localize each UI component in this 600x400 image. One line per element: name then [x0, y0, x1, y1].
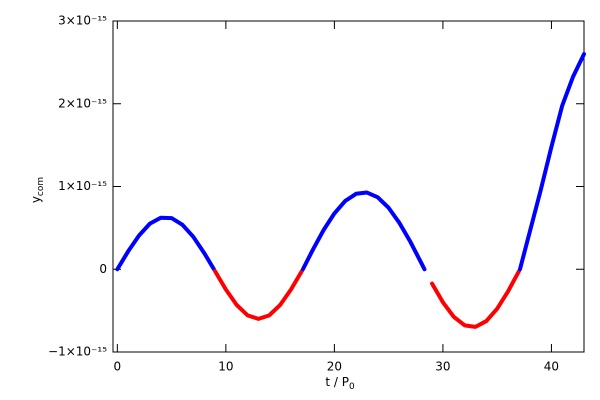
x-label-main: t / P [325, 375, 349, 389]
data-line [213, 269, 304, 321]
x-tick-label: 20 [327, 360, 342, 374]
data-line [115, 215, 216, 272]
x-tick-label: 0 [114, 360, 122, 374]
y-label-main: y [29, 196, 43, 203]
y-tick-label: 3×10⁻¹⁵ [58, 14, 107, 28]
y-tick-label: 1×10⁻¹⁵ [58, 179, 107, 193]
y-tick-label: 2×10⁻¹⁵ [58, 96, 107, 110]
data-line [300, 190, 427, 272]
x-tick-label: 40 [544, 360, 559, 374]
y-label-sub: com [36, 177, 46, 196]
x-label-sub: 0 [349, 382, 355, 392]
y-tick-label: 0 [99, 262, 107, 276]
x-tick-label: 10 [218, 360, 233, 374]
data-line [430, 269, 521, 329]
y-tick-label: −1×10⁻¹⁵ [48, 345, 107, 359]
y-axis-label: ycom [29, 177, 46, 203]
data-line [517, 52, 586, 272]
x-tick-label: 30 [435, 360, 450, 374]
plot-frame [112, 20, 585, 353]
x-axis-label: t / P0 [325, 375, 355, 392]
